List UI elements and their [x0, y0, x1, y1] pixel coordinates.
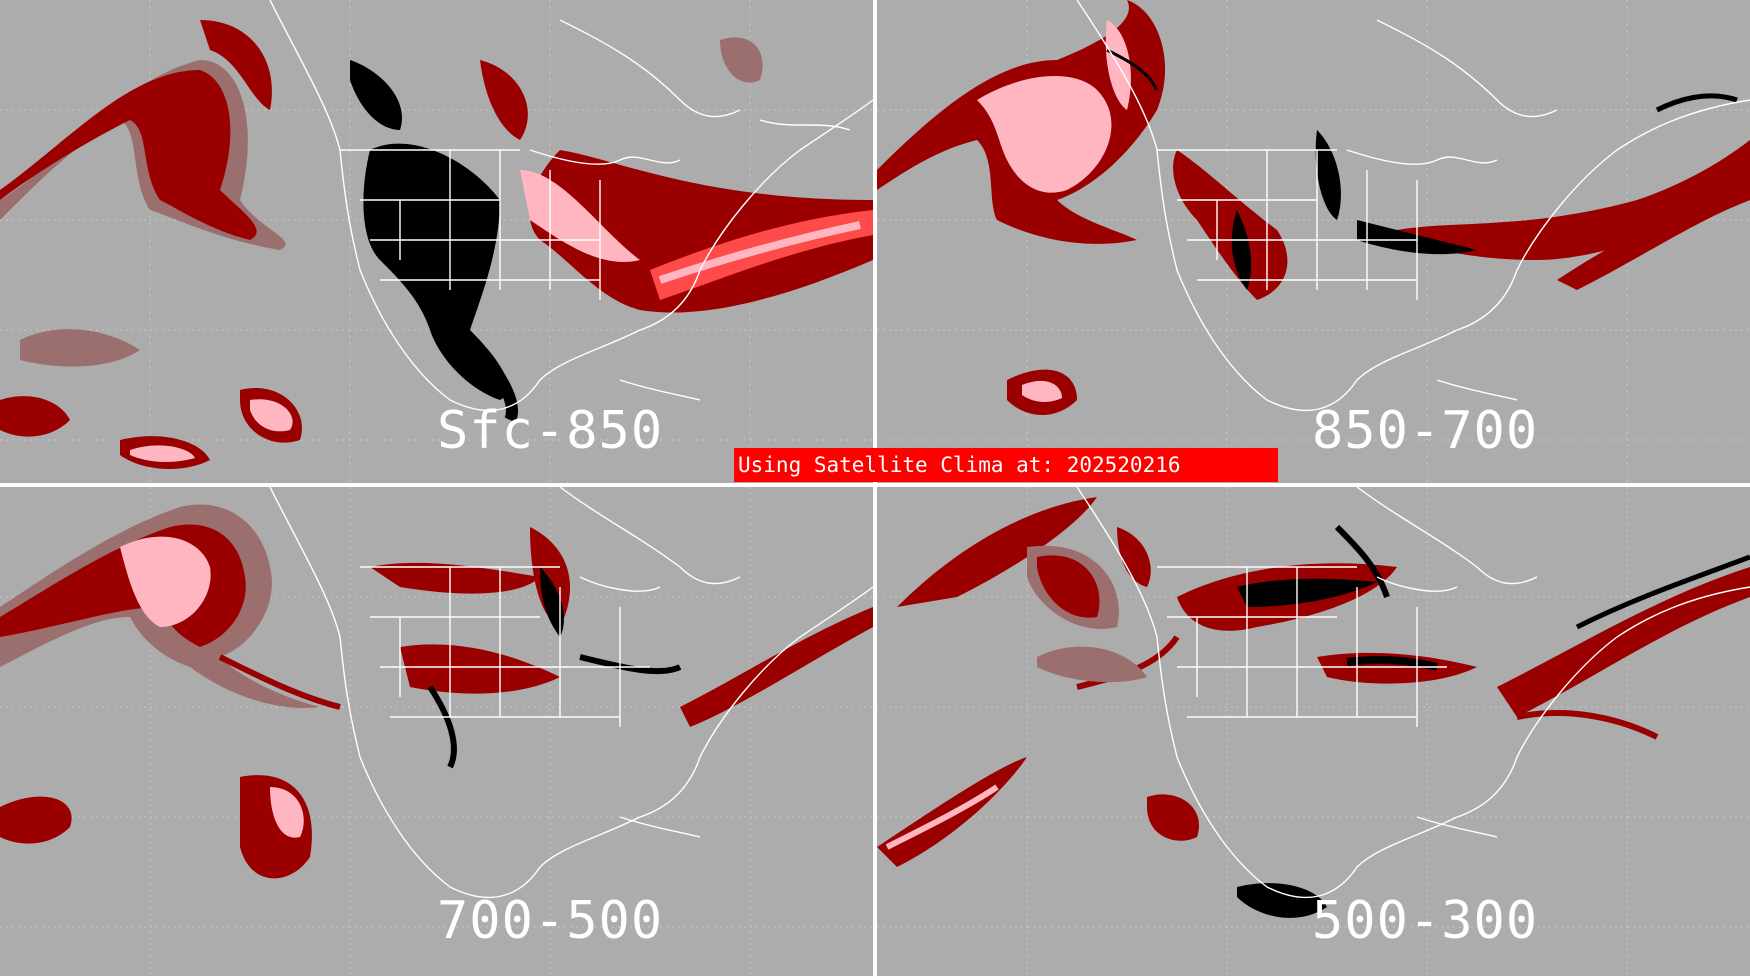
map-850-700 [877, 0, 1750, 483]
panel-sfc-850: Sfc-850 [0, 0, 873, 483]
map-700-500 [0, 487, 873, 976]
map-sfc-850 [0, 0, 873, 483]
panel-label: 850-700 [1312, 401, 1539, 461]
panel-label: 700-500 [437, 891, 664, 951]
panel-500-300: 500-300 [877, 487, 1750, 976]
panel-label: 500-300 [1312, 891, 1539, 951]
horizontal-divider [0, 483, 1750, 487]
panel-label: Sfc-850 [437, 401, 664, 461]
panel-700-500: 700-500 [0, 487, 873, 976]
vertical-divider [873, 0, 877, 976]
satellite-clima-banner: Using Satellite Clima at: 202520216 [734, 448, 1278, 482]
map-500-300 [877, 487, 1750, 976]
panel-850-700: 850-700 [877, 0, 1750, 483]
